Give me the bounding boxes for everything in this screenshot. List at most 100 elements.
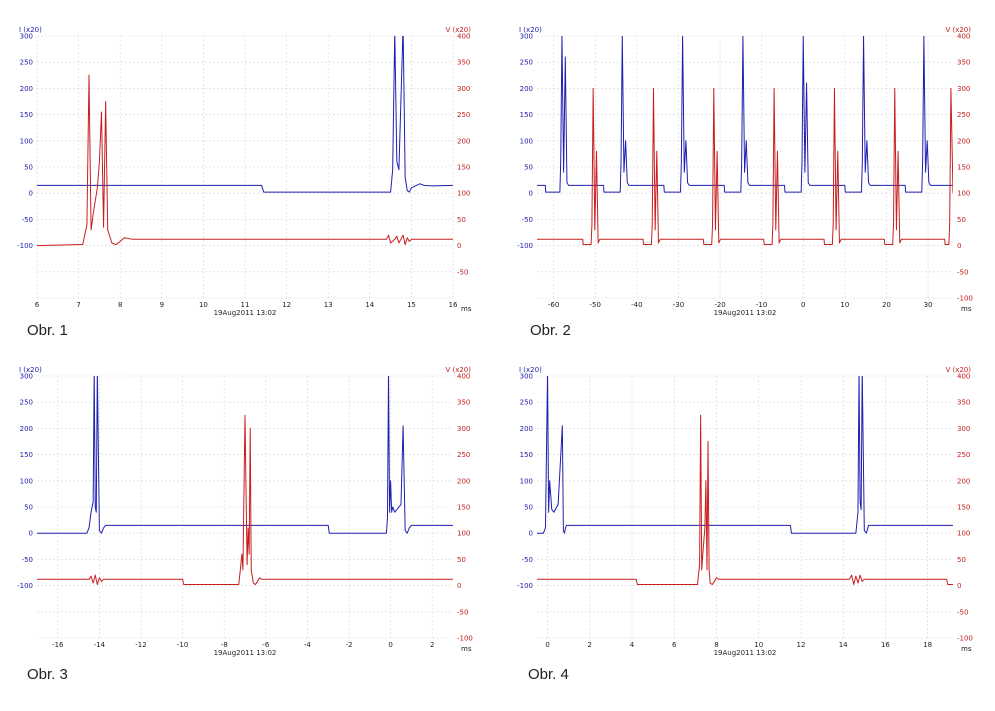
date-label: 19Aug2011 13:02 — [214, 309, 277, 317]
left-tick-label: 150 — [520, 111, 533, 119]
right-axis-label: V (x20) — [945, 366, 971, 374]
date-label: 19Aug2011 13:02 — [714, 649, 777, 657]
right-tick-label: 0 — [457, 242, 461, 250]
x-tick-label: -10 — [177, 641, 188, 649]
right-tick-label: -100 — [957, 635, 973, 643]
x-tick-label: -6 — [262, 641, 270, 649]
series-line-voltage — [537, 414, 953, 586]
x-tick-label: 12 — [282, 301, 291, 309]
x-tick-label: 0 — [801, 301, 805, 309]
chart-4-caption: Obr. 4 — [528, 666, 569, 683]
right-tick-label: 300 — [457, 85, 470, 93]
date-label: 19Aug2011 13:02 — [214, 649, 277, 657]
left-tick-label: 100 — [520, 137, 533, 145]
series-line-current — [537, 36, 953, 193]
x-tick-label: 16 — [881, 641, 890, 649]
right-tick-label: 300 — [957, 425, 970, 433]
left-tick-label: 100 — [20, 477, 33, 485]
right-tick-label: 400 — [457, 33, 470, 41]
x-tick-label: -2 — [346, 641, 353, 649]
x-tick-label: 13 — [324, 301, 333, 309]
chart-2-svg: 300250200150100500-50-100400350300250200… — [517, 26, 973, 317]
x-axis-unit: ms — [961, 305, 972, 313]
right-tick-label: 400 — [957, 33, 970, 41]
x-axis-unit: ms — [461, 645, 472, 653]
grid — [537, 375, 953, 639]
right-tick-label: 100 — [957, 530, 970, 538]
right-tick-label: 0 — [957, 242, 961, 250]
right-tick-label: 200 — [457, 137, 470, 145]
right-tick-label: 350 — [457, 399, 470, 407]
chart-1-caption: Obr. 1 — [27, 322, 68, 339]
chart-2-caption: Obr. 2 — [530, 322, 571, 339]
left-tick-label: 0 — [29, 530, 33, 538]
right-tick-label: 100 — [457, 530, 470, 538]
x-tick-label: -50 — [590, 301, 601, 309]
right-axis-label: V (x20) — [445, 26, 471, 34]
left-tick-label: 100 — [20, 137, 33, 145]
x-axis-unit: ms — [461, 305, 472, 313]
series-line-voltage — [37, 74, 453, 247]
x-tick-label: 0 — [388, 641, 392, 649]
x-tick-label: 30 — [924, 301, 933, 309]
right-tick-label: 50 — [957, 216, 966, 224]
right-tick-label: -100 — [457, 635, 473, 643]
x-tick-label: -16 — [52, 641, 64, 649]
x-tick-label: 8 — [714, 641, 718, 649]
left-tick-label: -100 — [517, 582, 533, 590]
right-tick-label: 50 — [957, 556, 966, 564]
x-tick-label: 10 — [754, 641, 763, 649]
right-tick-label: 0 — [957, 582, 961, 590]
x-tick-label: 10 — [840, 301, 849, 309]
left-axis-label: I (x20) — [19, 26, 42, 34]
right-axis-label: V (x20) — [945, 26, 971, 34]
left-tick-label: 200 — [20, 85, 33, 93]
series-line-voltage — [37, 414, 453, 586]
right-tick-label: 400 — [457, 373, 470, 381]
x-tick-label: 6 — [35, 301, 40, 309]
x-tick-label: 11 — [241, 301, 250, 309]
right-tick-label: 200 — [457, 477, 470, 485]
left-tick-label: 100 — [520, 477, 533, 485]
series-line-current — [37, 36, 453, 193]
left-tick-label: 200 — [520, 85, 533, 93]
x-tick-label: -10 — [756, 301, 767, 309]
right-tick-label: 400 — [957, 373, 970, 381]
left-tick-label: 150 — [520, 451, 533, 459]
right-tick-label: 150 — [457, 504, 470, 512]
x-tick-label: 4 — [630, 641, 635, 649]
right-tick-label: 100 — [957, 190, 970, 198]
chart-panel-1: 300 250 200 150 100 50 0 -50 -100 400 350 300 250 200… — [0, 22, 480, 317]
right-tick-label: -50 — [957, 608, 968, 616]
x-tick-label: 14 — [839, 641, 848, 649]
left-tick-label: 250 — [520, 59, 533, 67]
x-tick-label: 12 — [796, 641, 805, 649]
right-tick-label: 350 — [957, 59, 970, 67]
left-tick-label: -100 — [17, 582, 33, 590]
left-tick-label: 250 — [520, 399, 533, 407]
left-tick-label: 300 — [520, 373, 533, 381]
right-tick-label: 200 — [957, 137, 970, 145]
left-tick-label: 300 — [20, 373, 33, 381]
x-tick-label: -12 — [135, 641, 146, 649]
left-tick-label: 0 — [529, 530, 533, 538]
x-tick-label: 9 — [160, 301, 164, 309]
chart-3-caption: Obr. 3 — [27, 666, 68, 683]
x-tick-label: 7 — [76, 301, 80, 309]
chart-3-svg: 300250200150100500-50-100400350300250200… — [17, 366, 473, 657]
x-tick-label: 18 — [923, 641, 932, 649]
left-tick-label: 250 — [20, 399, 33, 407]
right-tick-label: 350 — [957, 399, 970, 407]
right-tick-label: 50 — [457, 216, 466, 224]
x-tick-label: -30 — [673, 301, 684, 309]
x-tick-label: 2 — [588, 641, 592, 649]
left-tick-label: -50 — [522, 216, 533, 224]
x-tick-label: -60 — [548, 301, 559, 309]
x-axis-unit: ms — [961, 645, 972, 653]
left-tick-label: 0 — [29, 190, 33, 198]
left-tick-label: 300 — [520, 33, 533, 41]
left-tick-label: 200 — [520, 425, 533, 433]
x-tick-label: -14 — [94, 641, 106, 649]
x-tick-label: 20 — [882, 301, 891, 309]
left-tick-label: 150 — [20, 451, 33, 459]
